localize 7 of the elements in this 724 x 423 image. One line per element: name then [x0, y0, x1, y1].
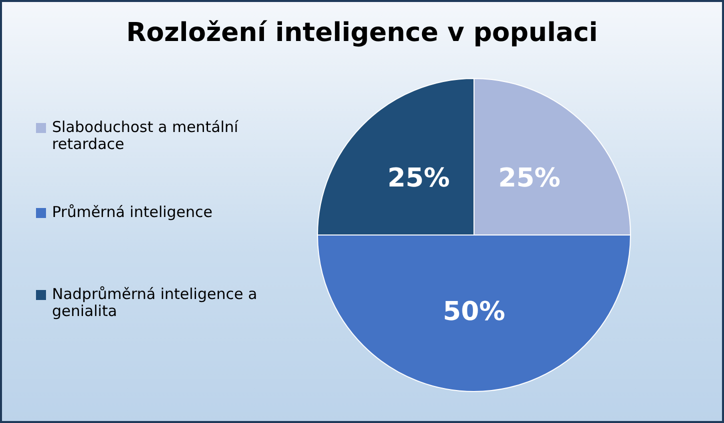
data-label: 25%	[498, 163, 560, 194]
data-label: 25%	[388, 163, 450, 194]
slice-label: Průměrná inteligence	[52, 203, 214, 221]
chart-title: Rozložení inteligence v populaci	[125, 18, 599, 48]
legend-label: Nadprůměrná inteligence a genialita	[52, 285, 258, 320]
legend-label: Slaboduchost a mentální retardace	[52, 118, 240, 153]
data-label: 50%	[442, 297, 506, 327]
